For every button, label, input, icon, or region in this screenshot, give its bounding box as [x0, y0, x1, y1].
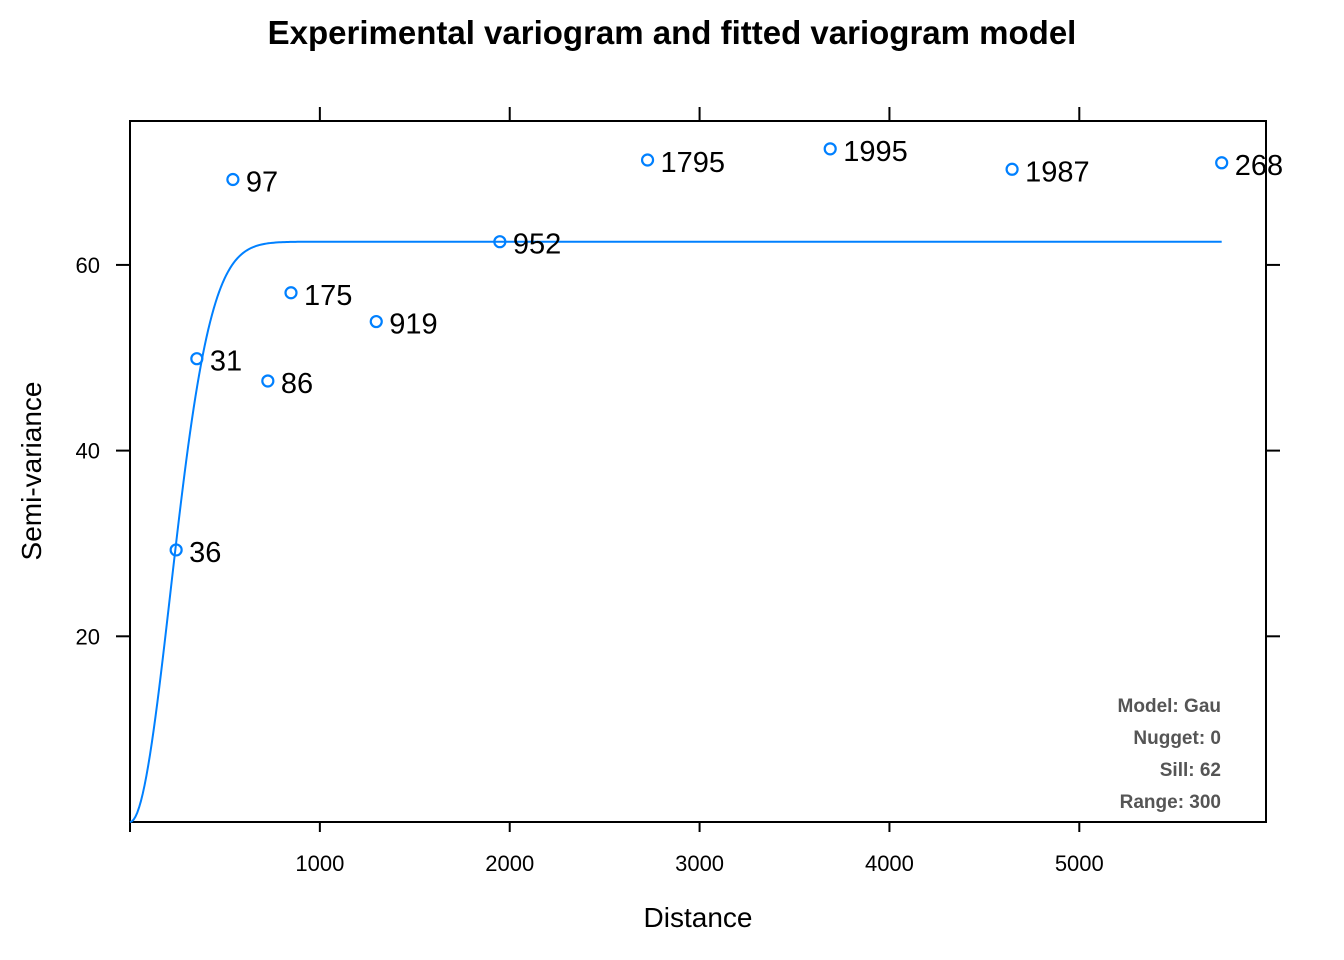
model-info-range: Range: 300	[1120, 792, 1221, 813]
y-tick-label: 60	[76, 253, 100, 278]
data-point	[369, 314, 383, 329]
data-point	[226, 172, 240, 187]
fitted-model-curve	[129, 240, 1222, 823]
point-label: 268	[1235, 150, 1283, 182]
point-label: 952	[513, 229, 561, 261]
x-tick-label: 3000	[675, 851, 724, 876]
y-tick-label: 40	[76, 439, 100, 464]
x-tick-label: 5000	[1055, 851, 1104, 876]
point-label: 175	[304, 280, 352, 312]
chart-title: Experimental variogram and fitted variog…	[268, 14, 1077, 51]
plot-area	[129, 120, 1267, 823]
plot-border	[129, 120, 1267, 823]
data-point	[823, 142, 837, 156]
data-point	[284, 286, 298, 300]
model-info-nugget: Nugget: 0	[1133, 728, 1221, 749]
data-point	[1005, 162, 1019, 176]
point-label: 36	[189, 537, 221, 569]
point-label: 97	[246, 166, 278, 198]
point-label: 1987	[1025, 156, 1090, 188]
data-point	[169, 543, 183, 557]
y-axis-label: Semi-variance	[16, 382, 47, 561]
x-axis-label: Distance	[644, 902, 753, 933]
data-point	[640, 153, 655, 167]
experimental-points: 36 31 97 86 175 919 952 1795 1995 1987 268	[169, 136, 1283, 569]
x-tick-label: 4000	[865, 851, 914, 876]
model-info: Model: Gau Nugget: 0 Sill: 62 Range: 300	[1118, 696, 1221, 813]
y-tick-label: 20	[76, 624, 100, 649]
point-label: 1795	[661, 147, 726, 179]
point-label: 86	[281, 368, 313, 400]
data-point	[261, 374, 275, 388]
point-label: 1995	[843, 136, 908, 168]
x-axis: 1000 2000 3000 4000 5000	[129, 107, 1104, 876]
model-info-sill: Sill: 62	[1160, 760, 1221, 781]
x-tick-label: 2000	[485, 851, 534, 876]
data-point	[493, 235, 507, 249]
data-point	[190, 352, 204, 366]
y-axis: 20 40 60	[76, 253, 1280, 649]
point-label: 31	[210, 346, 242, 378]
model-info-model: Model: Gau	[1118, 696, 1221, 717]
point-label: 919	[389, 309, 437, 341]
data-point	[1215, 156, 1229, 170]
x-tick-label: 1000	[295, 851, 344, 876]
